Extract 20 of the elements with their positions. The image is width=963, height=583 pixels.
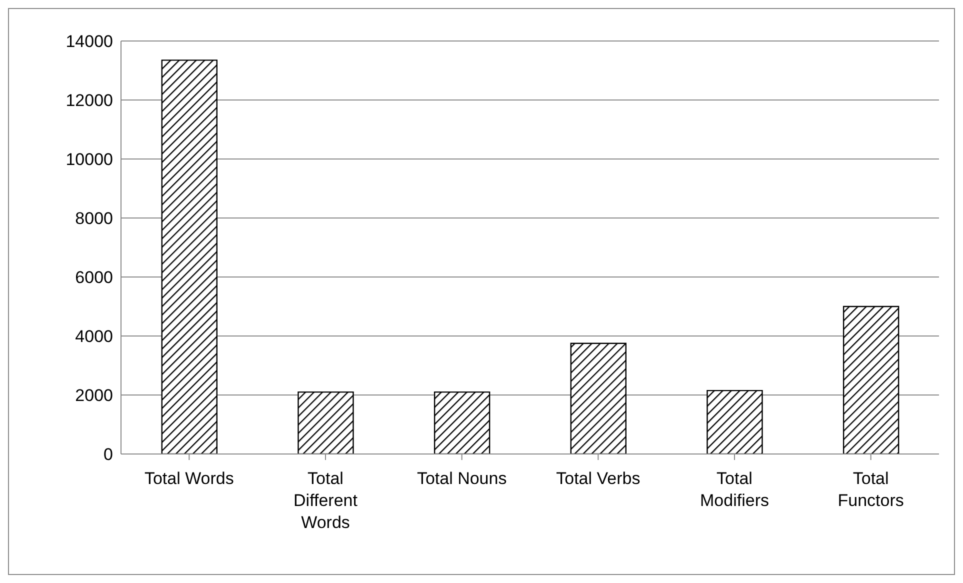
bar: [570, 342, 626, 454]
y-tick-label: 12000: [66, 91, 113, 110]
bar: [706, 390, 763, 454]
x-tick-label: Total Verbs: [556, 469, 640, 488]
x-tick-label: Total Different Words: [294, 469, 358, 532]
y-tick-label: 10000: [66, 150, 113, 170]
bar: [298, 391, 354, 454]
y-tick-label: 4000: [75, 327, 113, 346]
x-tick-label: Total Nouns: [416, 469, 507, 488]
y-tick-label: 8000: [75, 209, 113, 228]
x-tick-label: Total Words: [144, 469, 234, 488]
x-tick-label: Total Modifiers: [700, 469, 769, 510]
bar: [842, 306, 900, 454]
y-tick-label: 0: [104, 445, 113, 464]
bar: [434, 391, 490, 454]
y-tick-label: 14000: [66, 32, 113, 52]
x-tick-label: Total Functors: [838, 469, 904, 510]
bar: [161, 60, 218, 454]
y-tick-label: 6000: [75, 268, 113, 288]
y-tick-label: 2000: [75, 386, 113, 406]
